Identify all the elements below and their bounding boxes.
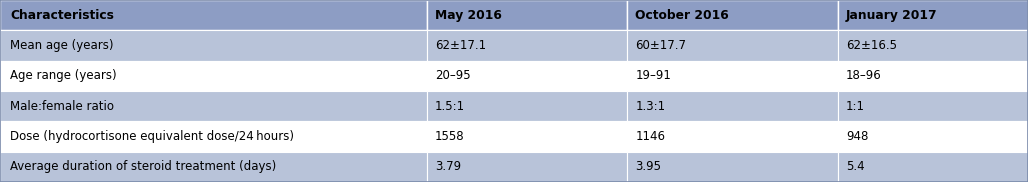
Text: 18–96: 18–96 [846, 69, 882, 82]
Text: Dose (hydrocortisone equivalent dose/24 hours): Dose (hydrocortisone equivalent dose/24 … [10, 130, 294, 143]
Text: 62±17.1: 62±17.1 [435, 39, 486, 52]
Bar [0, 0, 427, 30]
Bar [0, 30, 427, 61]
Bar [427, 152, 627, 182]
Text: 5.4: 5.4 [846, 160, 865, 173]
Bar [0, 91, 427, 121]
Text: October 2016: October 2016 [635, 9, 729, 22]
Text: Male:female ratio: Male:female ratio [10, 100, 114, 113]
Bar [838, 30, 1028, 61]
Text: January 2017: January 2017 [846, 9, 938, 22]
Bar [627, 121, 838, 152]
Text: 1.5:1: 1.5:1 [435, 100, 465, 113]
Text: Mean age (years): Mean age (years) [10, 39, 114, 52]
Text: 1146: 1146 [635, 130, 665, 143]
Text: 62±16.5: 62±16.5 [846, 39, 897, 52]
Bar [0, 152, 427, 182]
Text: Average duration of steroid treatment (days): Average duration of steroid treatment (d… [10, 160, 277, 173]
Bar [838, 0, 1028, 30]
Text: 948: 948 [846, 130, 869, 143]
Text: 19–91: 19–91 [635, 69, 671, 82]
Bar [838, 121, 1028, 152]
Bar [427, 0, 627, 30]
Bar [627, 91, 838, 121]
Bar [0, 61, 427, 91]
Bar [427, 61, 627, 91]
Bar [627, 61, 838, 91]
Text: Age range (years): Age range (years) [10, 69, 117, 82]
Text: 60±17.7: 60±17.7 [635, 39, 687, 52]
Text: 20–95: 20–95 [435, 69, 471, 82]
Bar [0, 121, 427, 152]
Text: Characteristics: Characteristics [10, 9, 114, 22]
Text: 3.95: 3.95 [635, 160, 661, 173]
Bar [427, 121, 627, 152]
Bar [627, 0, 838, 30]
Bar [838, 91, 1028, 121]
Text: 3.79: 3.79 [435, 160, 461, 173]
Bar [838, 61, 1028, 91]
Text: May 2016: May 2016 [435, 9, 502, 22]
Text: 1:1: 1:1 [846, 100, 865, 113]
Bar [627, 30, 838, 61]
Text: 1.3:1: 1.3:1 [635, 100, 665, 113]
Bar [627, 152, 838, 182]
Bar [427, 91, 627, 121]
Text: 1558: 1558 [435, 130, 465, 143]
Bar [427, 30, 627, 61]
Bar [838, 152, 1028, 182]
